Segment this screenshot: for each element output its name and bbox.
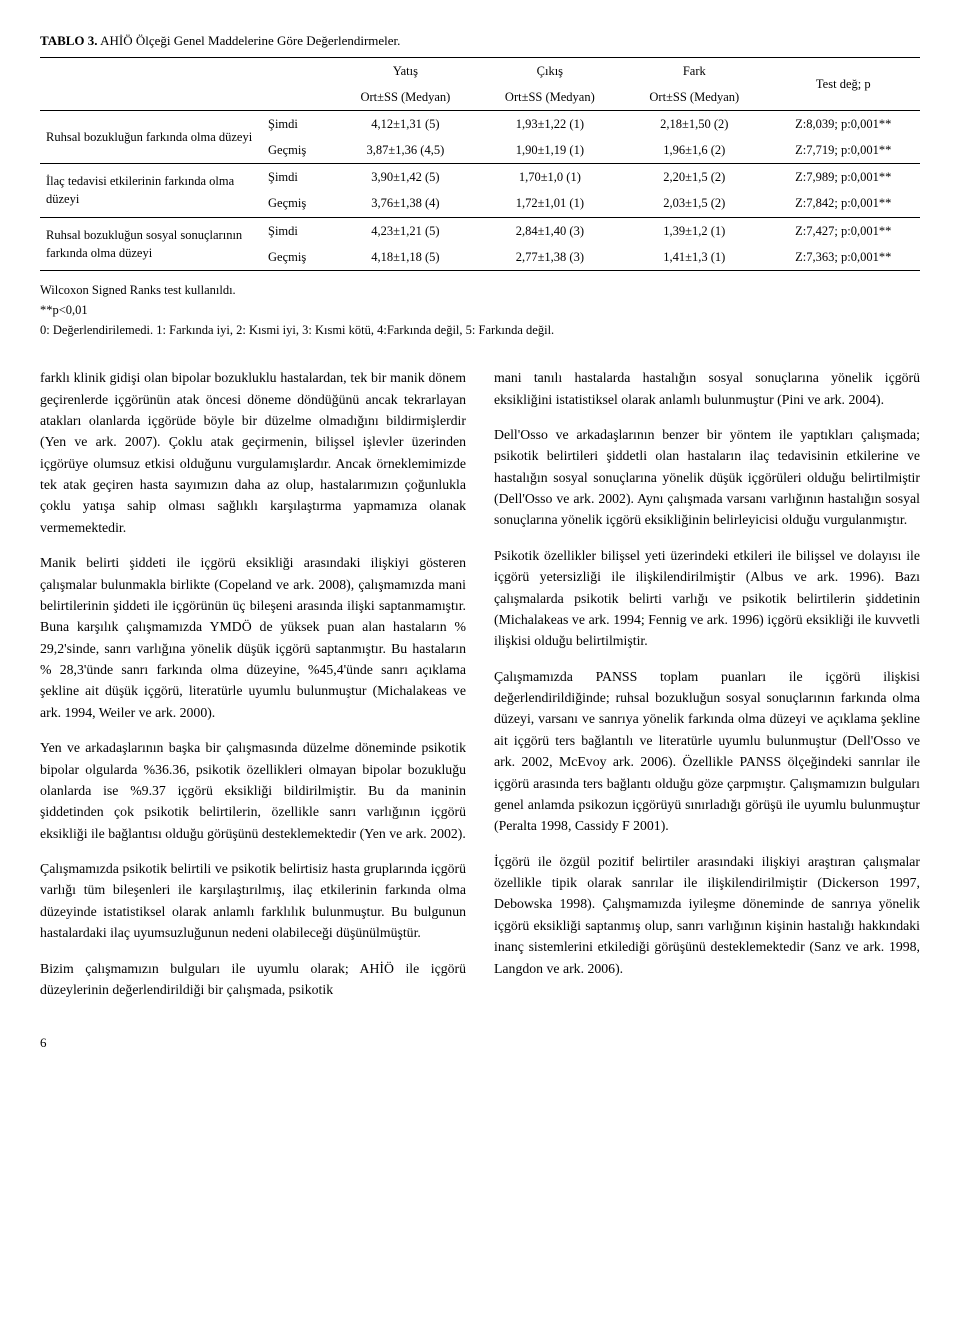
table-footnotes: Wilcoxon Signed Ranks test kullanıldı. *…	[40, 281, 920, 339]
table-row: İlaç tedavisi etkilerinin farkında olma …	[40, 164, 920, 191]
page-number: 6	[40, 1034, 920, 1053]
paragraph: Psikotik özellikler bilişsel yeti üzerin…	[494, 545, 920, 652]
paragraph: Çalışmamızda PANSS toplam puanları ile i…	[494, 666, 920, 837]
footnote-line: 0: Değerlendirilemedi. 1: Farkında iyi, …	[40, 321, 920, 339]
row-time: Geçmiş	[262, 244, 333, 271]
table-title-bold: TABLO 3.	[40, 33, 98, 48]
row-time: Şimdi	[262, 111, 333, 138]
paragraph: Dell'Osso ve arkadaşlarının benzer bir y…	[494, 424, 920, 531]
paragraph: Bizim çalışmamızın bulguları ile uyumlu …	[40, 958, 466, 1001]
paragraph: mani tanılı hastalarda hastalığın sosyal…	[494, 367, 920, 410]
paragraph: İçgörü ile özgül pozitif belirtiler aras…	[494, 851, 920, 979]
col-sub-yatis: Ort±SS (Medyan)	[333, 84, 477, 111]
data-table: Yatış Çıkış Fark Test değ; p Ort±SS (Med…	[40, 57, 920, 271]
row-label: İlaç tedavisi etkilerinin farkında olma …	[40, 164, 262, 217]
row-time: Geçmiş	[262, 137, 333, 164]
row-time: Geçmiş	[262, 190, 333, 217]
paragraph: Yen ve arkadaşlarının başka bir çalışmas…	[40, 737, 466, 844]
body-text: farklı klinik gidişi olan bipolar bozukl…	[40, 367, 920, 1003]
paragraph: Çalışmamızda psikotik belirtili ve psiko…	[40, 858, 466, 944]
col-cikis: Çıkış	[478, 57, 622, 84]
row-time: Şimdi	[262, 217, 333, 244]
col-sub-cikis: Ort±SS (Medyan)	[478, 84, 622, 111]
paragraph: farklı klinik gidişi olan bipolar bozukl…	[40, 367, 466, 538]
table-title: TABLO 3. AHİÖ Ölçeği Genel Maddelerine G…	[40, 32, 920, 51]
footnote-line: Wilcoxon Signed Ranks test kullanıldı.	[40, 281, 920, 299]
table-row: Ruhsal bozukluğun sosyal sonuçlarının fa…	[40, 217, 920, 244]
footnote-line: **p<0,01	[40, 301, 920, 319]
col-fark: Fark	[622, 57, 766, 84]
paragraph: Manik belirti şiddeti ile içgörü eksikli…	[40, 552, 466, 723]
row-time: Şimdi	[262, 164, 333, 191]
table-title-rest: AHİÖ Ölçeği Genel Maddelerine Göre Değer…	[98, 33, 401, 48]
row-label: Ruhsal bozukluğun sosyal sonuçlarının fa…	[40, 217, 262, 270]
table-row: Ruhsal bozukluğun farkında olma düzeyi Ş…	[40, 111, 920, 138]
row-label: Ruhsal bozukluğun farkında olma düzeyi	[40, 111, 262, 164]
col-yatis: Yatış	[333, 57, 477, 84]
col-sub-fark: Ort±SS (Medyan)	[622, 84, 766, 111]
col-test: Test değ; p	[767, 57, 920, 110]
